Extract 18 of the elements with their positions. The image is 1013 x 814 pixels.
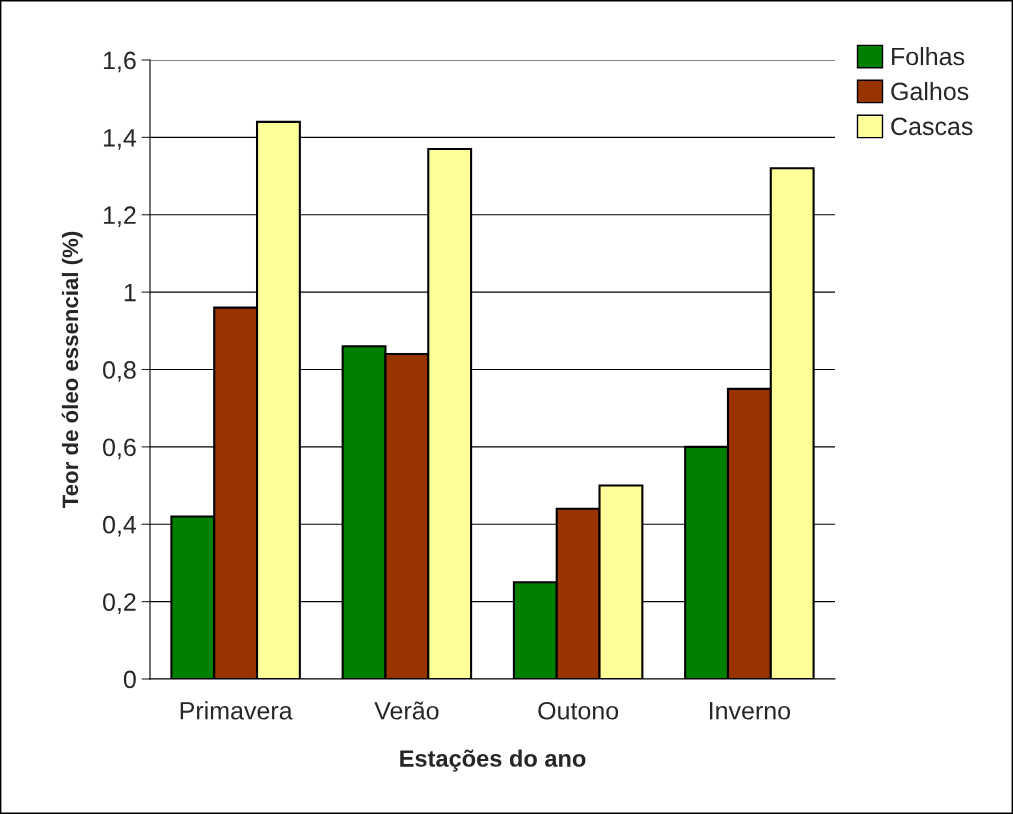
legend-label: Folhas [892, 46, 965, 66]
y-tick-label: 0 [123, 670, 136, 689]
y-tick-label: 0,8 [103, 361, 136, 382]
y-axis-title: Teor de óleo essencial (%) [61, 231, 83, 508]
legend-label: Cascas [891, 117, 973, 136]
y-tick-label: 1 [124, 283, 136, 302]
y-tick-label: 0,6 [103, 438, 136, 460]
x-tick-label: Verão [374, 701, 439, 720]
y-tick-label: 1,2 [103, 206, 136, 228]
x-tick-label: Outono [538, 701, 619, 720]
y-tick-label: 0,2 [103, 593, 136, 614]
x-tick-label: Inverno [709, 702, 791, 720]
y-tick-label: 1,4 [103, 129, 137, 150]
y-tick-label: 1,6 [103, 51, 136, 73]
legend-label: Galhos [891, 81, 969, 101]
y-tick-label: 0,4 [103, 515, 137, 537]
x-axis-title: Estações do ano [400, 749, 586, 772]
x-tick-label: Primavera [180, 701, 293, 720]
